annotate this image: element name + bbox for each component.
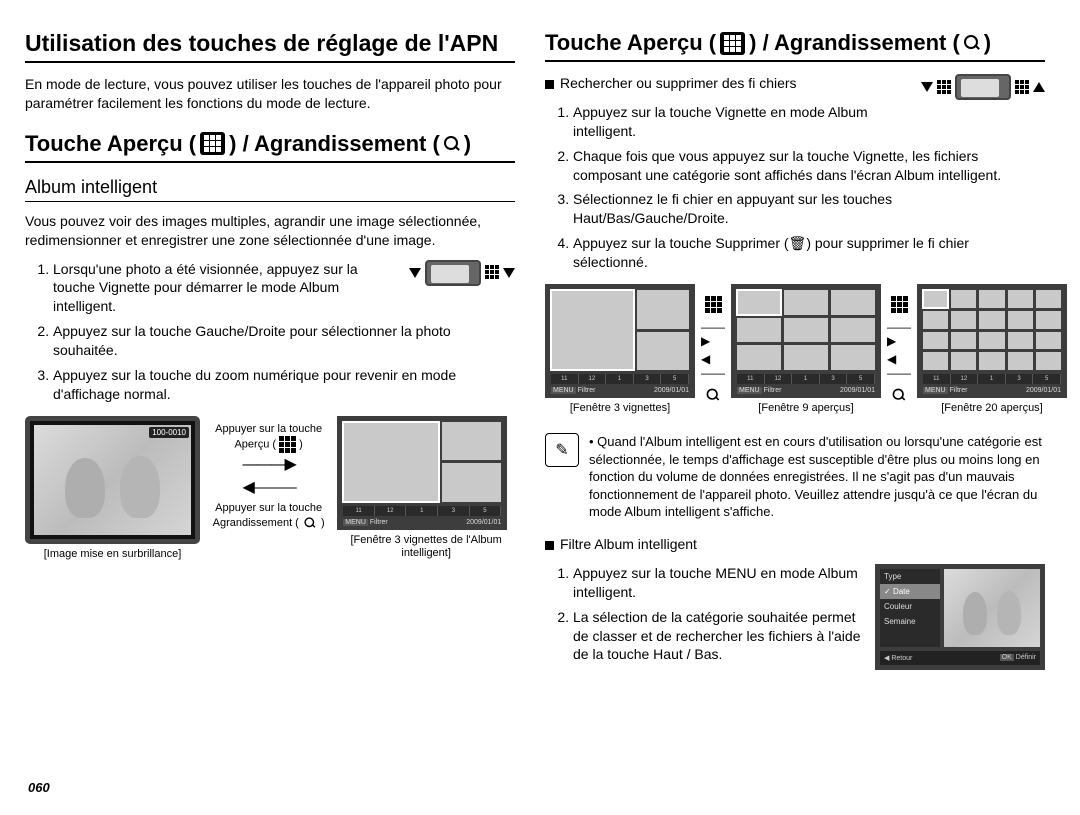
photo-placeholder: [944, 569, 1040, 647]
left-step: Appuyez sur la touche du zoom numérique …: [53, 366, 515, 404]
thumb: [343, 422, 438, 502]
right-section-title: Touche Aperçu ( ) / Agrandissement ( ): [545, 30, 1045, 62]
left-fig-single-caption: [Image mise en surbrillance]: [25, 548, 200, 561]
right-step: Appuyez sur la touche Vignette en mode A…: [573, 103, 1045, 141]
arrow-down-icon: [409, 268, 421, 278]
note-text: • Quand l'Album intelligent est en cours…: [589, 433, 1045, 521]
thumb: [637, 290, 689, 329]
sec-mid: ) / Agrandissement (: [229, 131, 440, 157]
left-fig-center-labels: Appuyer sur la touche Aperçu ( ) ———▶ ◀—…: [212, 416, 325, 531]
arrow-left-icon: ◀———: [212, 478, 325, 499]
thumbnail-grid-icon: [200, 132, 225, 155]
viewer-3-caption: [Fenêtre 3 vignettes]: [545, 402, 695, 415]
filter-screenshot: Type ✓ Date Couleur Semaine ◀ Retour OK …: [875, 564, 1045, 670]
right-step: Sélectionnez le fi chier en appuyant sur…: [573, 190, 1045, 228]
footer-right: 2009/01/01: [466, 519, 501, 526]
filter-menu-item: Type: [880, 569, 940, 584]
thumb: [637, 332, 689, 371]
viewer-9-caption: [Fenêtre 9 aperçus]: [731, 402, 881, 415]
left-main-title: Utilisation des touches de réglage de l'…: [25, 30, 515, 63]
mini-thumb-icon: [937, 80, 951, 95]
left-fig-single: 100-0010 [Image mise en surbrillance]: [25, 416, 200, 561]
viewer-3: 1112135 MENU Filtrer2009/01/01 [Fenêtre …: [545, 284, 695, 415]
arrow-right-icon: ———▶: [212, 455, 325, 476]
timeline-ruler: 1112135: [343, 506, 501, 516]
center-top-text: Appuyer sur la touche Aperçu (: [215, 423, 322, 451]
right-filter-label: Filtre Album intelligent: [545, 535, 1045, 554]
page-number: 060: [28, 780, 50, 795]
sec-suffix: ): [464, 131, 471, 157]
filter-menu-item: ✓ Date: [880, 584, 940, 599]
arrow-down-icon: [921, 82, 933, 92]
thumb: [442, 463, 502, 502]
filter-footer-right: OK Définir: [1000, 654, 1036, 662]
left-subsection: Album intelligent: [25, 177, 515, 202]
left-step: Appuyez sur la touche Gauche/Droite pour…: [53, 322, 515, 360]
overlay-counter: 100-0010: [149, 427, 189, 438]
left-fig-thumbs: 1112135 MENU Filtrer 2009/01/01 [Fenêtre…: [337, 416, 515, 560]
filter-footer-left: ◀ Retour: [884, 654, 912, 662]
sec-prefix: Touche Aperçu (: [25, 131, 196, 157]
magnify-icon: [444, 136, 460, 152]
magnify-icon: [304, 517, 315, 528]
magnify-icon: [893, 388, 906, 401]
arrow-down-icon: [503, 268, 515, 278]
arrow-up-icon: [1033, 82, 1045, 92]
right-step: Chaque fois que vous appuyez sur la touc…: [573, 147, 1045, 185]
sec-prefix: Touche Aperçu (: [545, 30, 716, 56]
filter-menu-item: Semaine: [880, 614, 940, 629]
footer-left: MENU Filtrer: [343, 519, 387, 526]
thumbnail-grid-icon: [279, 436, 296, 453]
mini-camera-icon: [425, 260, 481, 286]
sec-mid: ) / Agrandissement (: [749, 30, 960, 56]
mini-thumb-icon: [1015, 80, 1029, 95]
center-top-end: ): [299, 439, 303, 451]
transition-col-2: ——▶ ◀——: [887, 294, 911, 406]
mini-camera-icon: [955, 74, 1011, 100]
viewer-20: 1112135 MENU Filtrer2009/01/01 [Fenêtre …: [917, 284, 1067, 415]
note-icon: ✎: [545, 433, 579, 467]
center-bot-end: ): [321, 517, 325, 529]
thumb: [551, 290, 634, 370]
right-step: Appuyez sur la touche Supprimer (🗑) pour…: [573, 234, 1045, 272]
bullet-square-icon: [545, 541, 554, 550]
right-thumbs-row: 1112135 MENU Filtrer2009/01/01 [Fenêtre …: [545, 284, 1045, 415]
left-intro: En mode de lecture, vous pouvez utiliser…: [25, 75, 515, 113]
transition-col-1: ——▶ ◀——: [701, 294, 725, 406]
left-step1-illustration: [409, 260, 515, 286]
note-block: ✎ • Quand l'Album intelligent est en cou…: [545, 433, 1045, 521]
right-top-illustration: [921, 74, 1045, 100]
right-steps: Appuyez sur la touche Vignette en mode A…: [545, 103, 1045, 272]
magnify-icon: [707, 388, 720, 401]
thumb: [442, 422, 502, 461]
viewer-20-caption: [Fenêtre 20 aperçus]: [917, 402, 1067, 415]
left-figure-row: 100-0010 [Image mise en surbrillance] Ap…: [25, 416, 515, 561]
photo-placeholder: [34, 425, 191, 535]
viewer-9: 1112135 MENU Filtrer2009/01/01 [Fenêtre …: [731, 284, 881, 415]
left-fig-thumbs-caption: [Fenêtre 3 vignettes de l'Album intellig…: [337, 534, 515, 560]
bullet-square-icon: [545, 80, 554, 89]
filter-menu-item: Couleur: [880, 599, 940, 614]
left-section-title: Touche Aperçu ( ) / Agrandissement ( ): [25, 131, 515, 163]
filter-menu: Type ✓ Date Couleur Semaine: [880, 569, 940, 647]
sec-suffix: ): [984, 30, 991, 56]
magnify-icon: [964, 35, 980, 51]
mini-thumb-icon: [485, 265, 499, 280]
thumbnail-grid-icon: [720, 32, 745, 55]
left-sub-intro: Vous pouvez voir des images multiples, a…: [25, 212, 515, 250]
